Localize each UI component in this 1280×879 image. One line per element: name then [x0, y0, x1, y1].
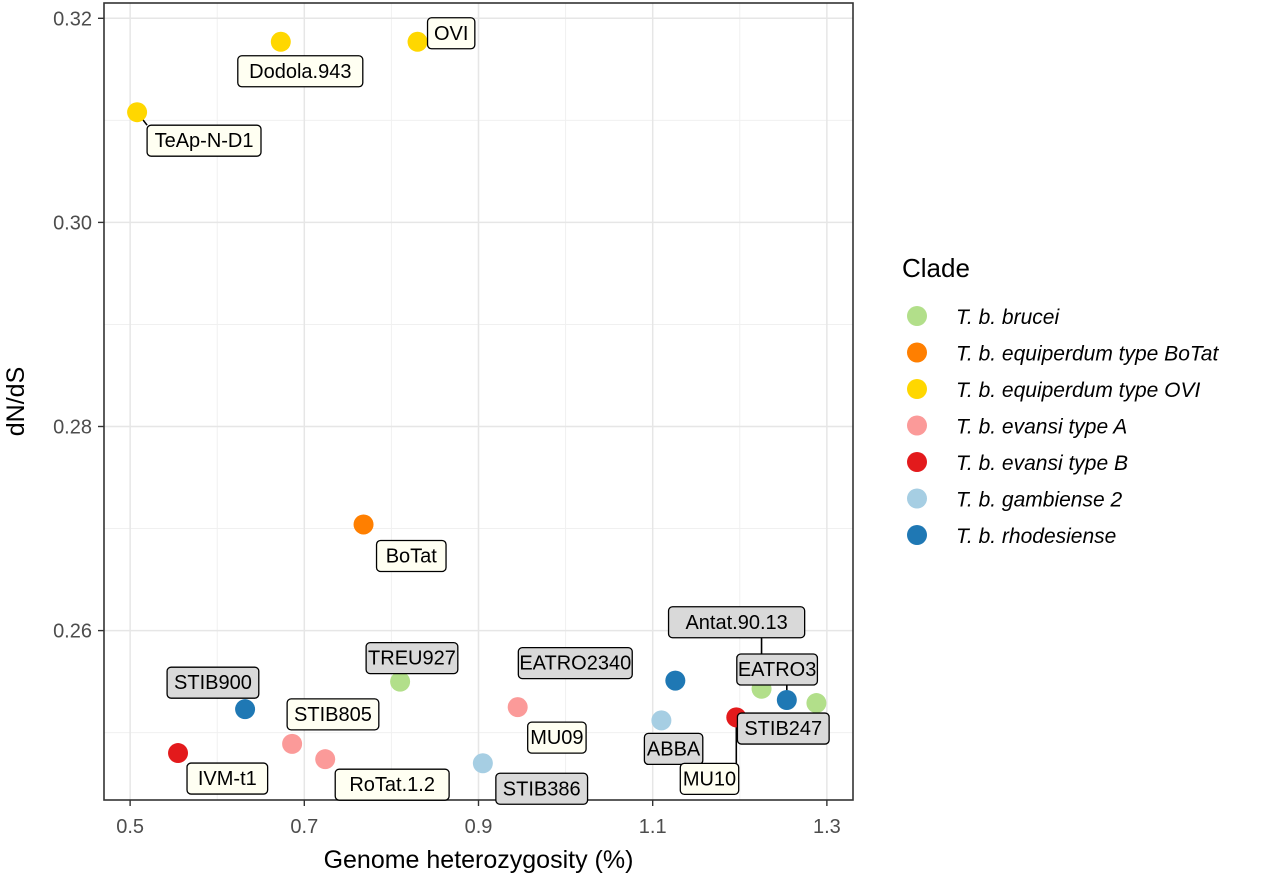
- data-point: [168, 743, 189, 764]
- point-label-text: STIB247: [744, 718, 822, 740]
- point-label: STIB805: [286, 698, 380, 731]
- point-label-text: OVI: [434, 23, 468, 45]
- data-point: [127, 102, 148, 123]
- x-tick-label: 0.9: [465, 816, 493, 838]
- point-label-text: STIB900: [174, 672, 252, 694]
- point-label: BoTat: [375, 539, 447, 573]
- point-label-text: MU09: [530, 727, 583, 749]
- data-point: [270, 31, 291, 52]
- data-point: [665, 670, 686, 691]
- point-label-text: ABBA: [647, 738, 701, 760]
- point-label-text: IVM-t1: [198, 768, 257, 790]
- point-label: RoTat.1.2: [334, 768, 450, 801]
- data-point: [651, 710, 672, 731]
- data-point: [407, 31, 428, 52]
- data-point: [390, 671, 411, 692]
- point-label-text: Dodola.943: [249, 61, 351, 83]
- legend-title: Clade: [902, 253, 970, 283]
- point-label-box: [375, 539, 447, 573]
- legend-key: [907, 415, 927, 436]
- point-label: IVM-t1: [186, 762, 269, 795]
- point-label-box: [527, 721, 587, 754]
- point-label-box: [736, 712, 830, 745]
- legend-key: [907, 488, 927, 509]
- point-label-text: EATRO2340: [519, 653, 631, 675]
- legend-key: [907, 452, 927, 472]
- x-axis-title: Genome heterozygosity (%): [324, 846, 634, 874]
- point-label-text: RoTat.1.2: [349, 774, 435, 796]
- data-point: [776, 689, 797, 710]
- point-label: Antat.90.13: [667, 606, 806, 639]
- point-label: TeAp-N-D1: [146, 124, 262, 157]
- legend: Clade T. b. brucei T. b. equiperdum type …: [902, 253, 1219, 548]
- legend-label: T. b. evansi type A: [956, 416, 1127, 439]
- point-label-box: [166, 666, 260, 699]
- legend-label: T. b. brucei: [956, 306, 1060, 329]
- data-point: [806, 693, 827, 714]
- point-label: MU09: [527, 721, 587, 754]
- y-tick-label: 0.26: [53, 621, 92, 643]
- point-label: STIB386: [495, 772, 589, 805]
- label-connectors: [136, 111, 788, 764]
- point-label: Dodola.943: [237, 55, 364, 88]
- legend-key: [907, 306, 927, 326]
- y-tick-label: 0.28: [53, 417, 92, 439]
- point-label-box: [334, 768, 450, 801]
- point-label-text: MU10: [683, 768, 736, 790]
- point-label-box: [146, 124, 262, 157]
- point-label: STIB900: [166, 666, 260, 699]
- point-label: OVI: [426, 17, 476, 50]
- point-label-text: STIB805: [294, 704, 372, 726]
- data-point: [353, 514, 374, 535]
- data-point: [235, 699, 256, 720]
- legend-label: T. b. equiperdum type OVI: [956, 379, 1201, 402]
- point-label-box: [286, 698, 380, 731]
- data-point: [472, 753, 493, 774]
- point-label-text: TREU927: [368, 648, 456, 670]
- point-label: EATRO3: [736, 653, 819, 686]
- point-label-text: EATRO3: [738, 659, 817, 681]
- x-tick-label: 1.3: [813, 816, 841, 838]
- legend-label: T. b. evansi type B: [956, 452, 1128, 475]
- x-tick-label: 0.5: [116, 816, 144, 838]
- y-tick-label: 0.30: [53, 212, 92, 234]
- point-label-box: [237, 55, 364, 88]
- point-label-text: BoTat: [386, 545, 438, 567]
- y-axis-title: dN/dS: [2, 367, 30, 436]
- legend-key: [907, 342, 927, 363]
- point-label-box: [426, 17, 476, 50]
- point-label: MU10: [679, 762, 740, 795]
- point-label-box: [736, 653, 819, 686]
- point-label-box: [667, 606, 806, 639]
- point-label-box: [517, 646, 633, 680]
- point-label-box: [679, 762, 740, 795]
- point-label-text: Antat.90.13: [685, 612, 787, 634]
- y-tick-label: 0.32: [53, 8, 92, 30]
- data-point: [315, 749, 336, 770]
- point-label-box: [186, 762, 269, 795]
- axis-ticks: 0.5 0.7 0.9 1.1 1.3 0.26 0.28 0.30 0.32: [53, 8, 841, 838]
- point-label-text: TeAp-N-D1: [155, 130, 254, 152]
- point-label: ABBA: [643, 732, 704, 766]
- legend-label: T. b. equiperdum type BoTat: [956, 343, 1219, 366]
- legend-label: T. b. gambiense 2: [956, 489, 1122, 512]
- point-label: EATRO2340: [517, 646, 633, 680]
- point-label: STIB247: [736, 712, 830, 745]
- point-label-box: [495, 772, 589, 805]
- x-tick-label: 1.1: [639, 816, 667, 838]
- point-label-text: STIB386: [503, 778, 581, 800]
- point-label-box: [643, 732, 704, 766]
- point-labels: OVI Dodola.943 TeAp-N-D1 BoTat TREU927 STIB90…: [146, 17, 830, 805]
- x-tick-label: 0.7: [290, 816, 318, 838]
- legend-items: T. b. brucei T. b. equiperdum type BoTat T…: [907, 306, 1219, 548]
- point-label: TREU927: [365, 641, 459, 675]
- point-label-box: [365, 641, 459, 675]
- legend-key: [907, 379, 927, 399]
- data-point: [507, 697, 528, 718]
- legend-label: T. b. rhodesiense: [956, 525, 1116, 548]
- data-point: [282, 733, 303, 754]
- legend-key: [907, 525, 927, 545]
